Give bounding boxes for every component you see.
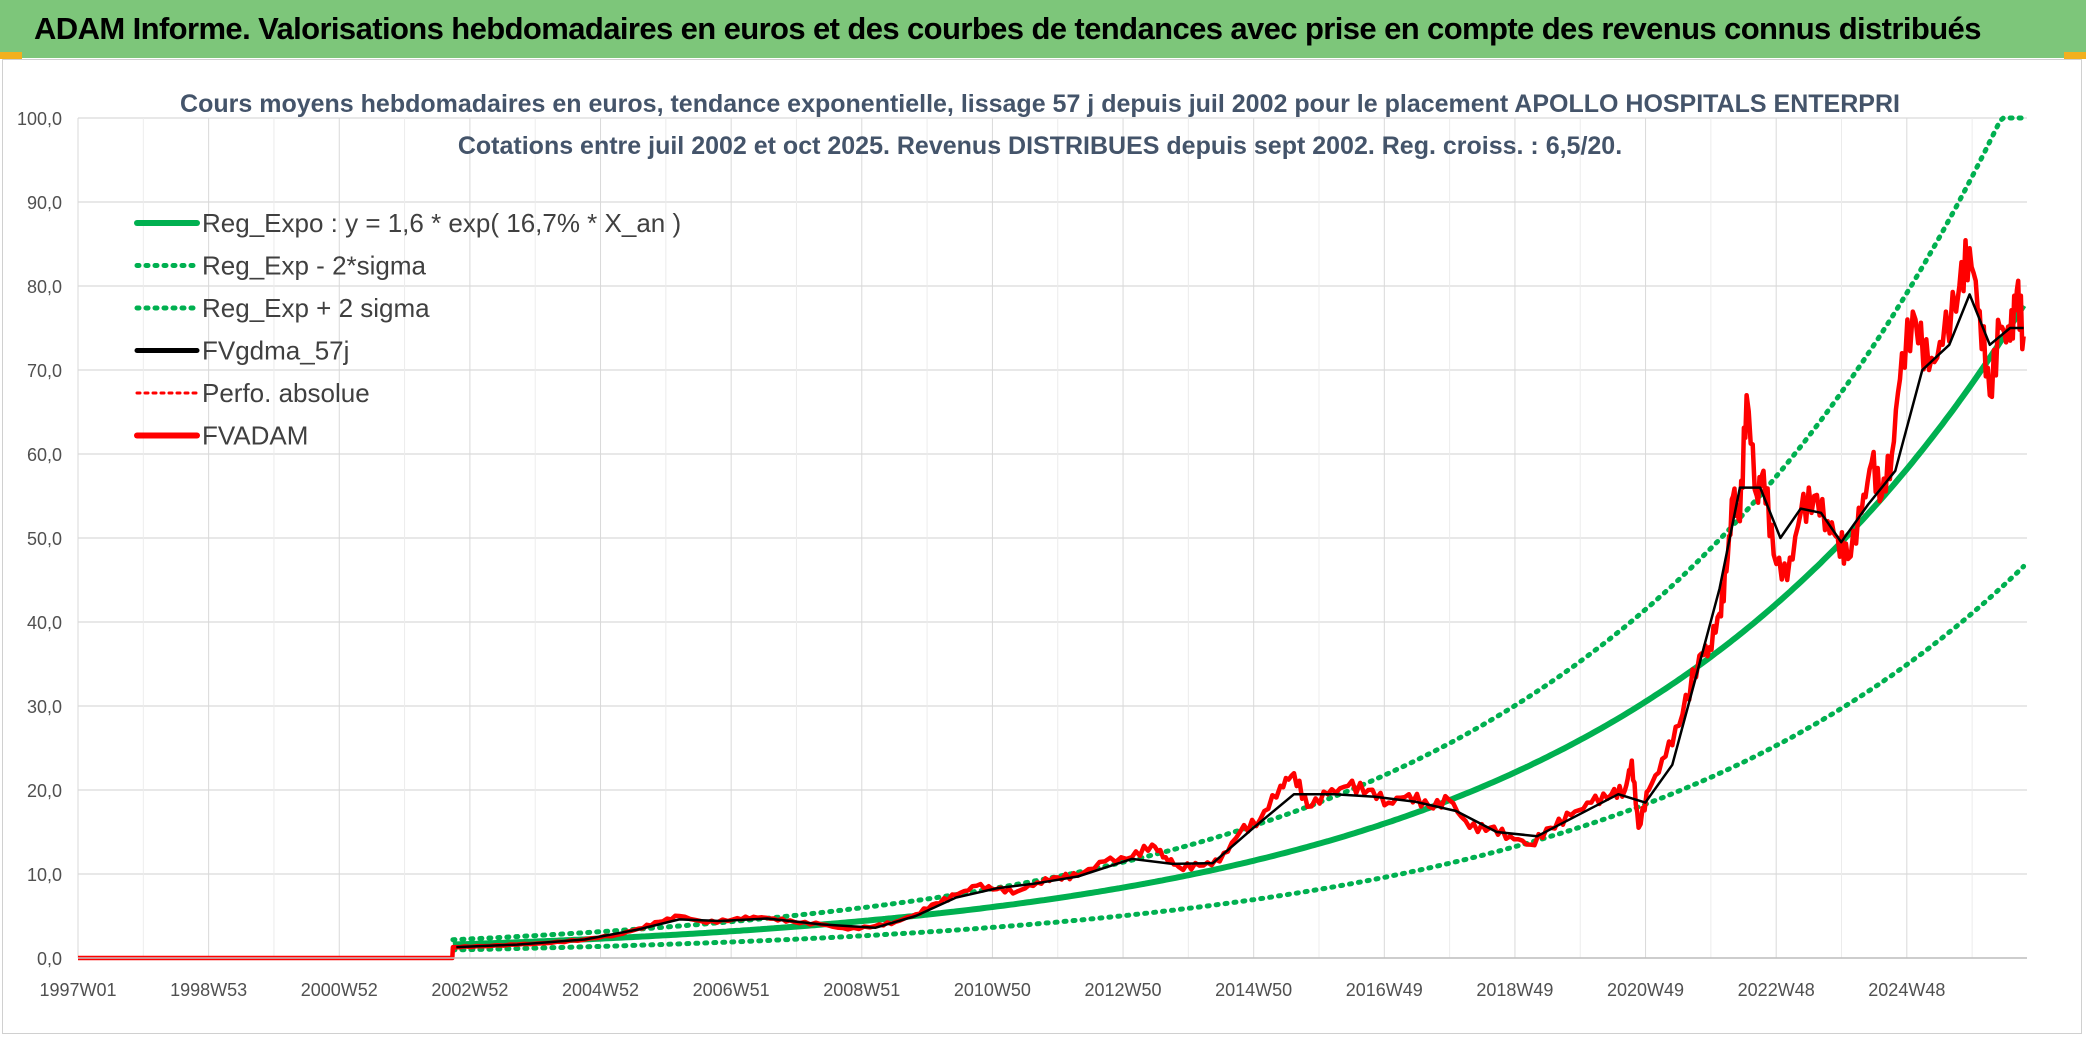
series-layer	[78, 115, 2027, 961]
y-tick-label: 0,0	[37, 949, 62, 969]
grid	[77, 117, 2027, 959]
legend-label-high: Reg_Exp + 2 sigma	[202, 293, 430, 323]
y-tick-label: 70,0	[27, 361, 62, 381]
series-fvgdma-57j	[456, 293, 2024, 949]
axes: 0,0 10,0 20,0 30,0 40,0 50,0 60,0 70,0 80,0 90,0 1…	[17, 109, 2027, 1000]
x-tick-label: 1997W01	[39, 980, 116, 1000]
legend-label-perf: Perfo. absolue	[202, 378, 370, 408]
x-tick-label: 1998W53	[170, 980, 247, 1000]
x-tick-label: 2012W50	[1085, 980, 1162, 1000]
chart-frame	[2, 59, 2082, 1034]
chart-title-line-1: Cours moyens hebdomadaires en euros, ten…	[180, 90, 1900, 118]
x-tick-label: 2022W48	[1738, 980, 1815, 1000]
x-tick-label: 2010W50	[954, 980, 1031, 1000]
x-tick-label: 2004W52	[562, 980, 639, 1000]
series-fvadam	[78, 238, 2026, 961]
y-tick-label: 20,0	[27, 781, 62, 801]
series-reg-expo	[452, 303, 2027, 948]
y-tick-label: 40,0	[27, 613, 62, 633]
x-tick-label: 2020W49	[1607, 980, 1684, 1000]
header-corner-left	[0, 52, 22, 59]
report-header: ADAM Informe. Valorisations hebdomadaire…	[0, 0, 2086, 58]
legend-label-fv: FVADAM	[202, 421, 308, 451]
y-tick-label: 10,0	[27, 865, 62, 885]
y-tick-label: 30,0	[27, 697, 62, 717]
legend-label-low: Reg_Exp - 2*sigma	[202, 251, 427, 281]
y-tick-label: 80,0	[27, 277, 62, 297]
legend-label-reg: Reg_Expo : y = 1,6 * exp( 16,7% * X_an )	[202, 208, 681, 238]
header-corner-right	[2064, 52, 2086, 59]
report-title: ADAM Informe. Valorisations hebdomadaire…	[34, 11, 1981, 46]
y-tick-label: 90,0	[27, 193, 62, 213]
chart-title-line-2: Cotations entre juil 2002 et oct 2025. R…	[458, 132, 1622, 160]
series-reg-exp-minus-2-sigma	[450, 563, 2027, 953]
x-tick-label: 2018W49	[1476, 980, 1553, 1000]
y-tick-label: 100,0	[17, 109, 62, 129]
x-tick-label: 2024W48	[1868, 980, 1945, 1000]
legend-label-ma: FVgdma_57j	[202, 336, 349, 366]
x-tick-label: 2016W49	[1346, 980, 1423, 1000]
x-tick-label: 2008W51	[823, 980, 900, 1000]
x-tick-label: 2014W50	[1215, 980, 1292, 1000]
x-tick-label: 2006W51	[693, 980, 770, 1000]
x-tick-label: 2000W52	[301, 980, 378, 1000]
y-tick-label: 60,0	[27, 445, 62, 465]
x-tick-label: 2002W52	[431, 980, 508, 1000]
legend: Reg_Expo : y = 1,6 * exp( 16,7% * X_an )…	[134, 208, 681, 451]
y-tick-label: 50,0	[27, 529, 62, 549]
